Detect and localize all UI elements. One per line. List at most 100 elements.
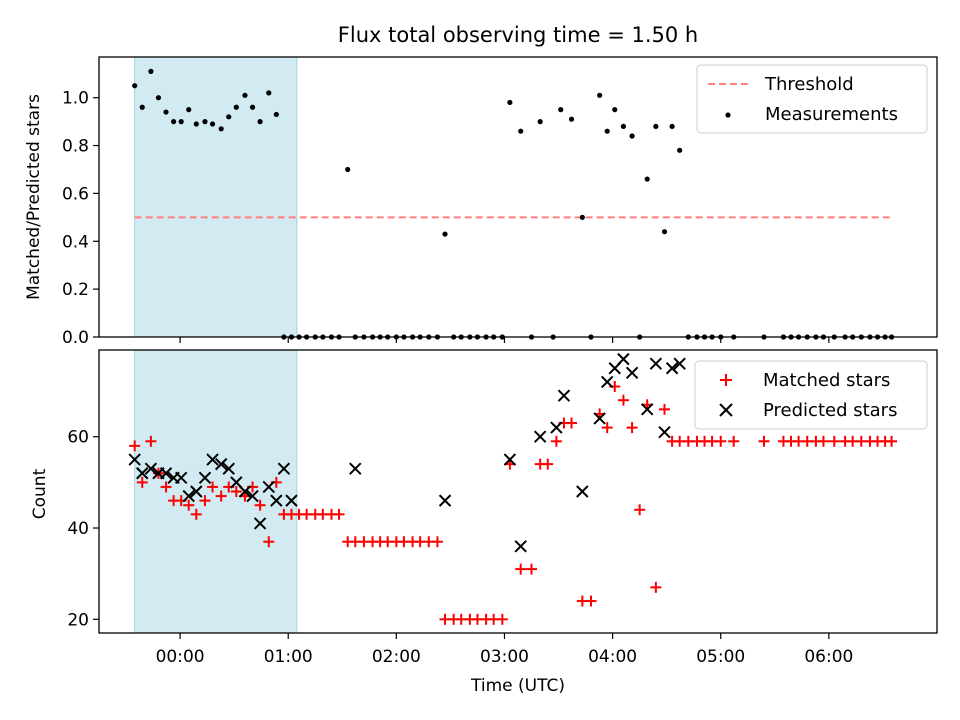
matched-star-marker [129,440,141,452]
measurement-point [209,121,216,127]
top-legend: Threshold Measurements [696,64,928,134]
bottom-legend: Matched stars Predicted stars [694,360,928,430]
matched-star-marker [199,495,211,507]
predicted-star-marker [665,362,679,375]
measurement-point [155,95,162,101]
matched-star-marker [542,458,554,470]
measurement-point [186,107,192,113]
predicted-star-marker [144,462,158,475]
matched-star-marker [758,435,770,447]
measurement-point [644,176,650,182]
measurement-point [139,104,145,110]
matched-star-marker [566,417,578,429]
predicted-star-marker [503,453,517,466]
top-shaded-region [134,56,298,338]
measurement-point [518,128,524,134]
matched-star-marker [145,435,157,447]
chart-title: Flux total observing time = 1.50 h [338,23,698,47]
matched-star-marker [254,499,266,511]
predicted-star-marker [190,485,203,498]
matched-star-marker [515,563,527,575]
measurement-point [612,107,618,113]
measurement-point [537,119,543,125]
predicted-star-marker [557,389,571,402]
y-tick-label: 0.0 [62,328,89,348]
measurement-point [218,126,224,132]
matched-star-marker [659,403,671,415]
predicted-star-marker [349,462,362,475]
matched-star-marker [431,536,443,548]
measurement-point [507,99,513,106]
x-axis-label: Time (UTC) [470,676,565,696]
top-y-ticks: 0.0 0.2 0.4 0.6 0.8 1.0 [62,89,99,348]
matched-star-marker [526,563,538,575]
measurement-point [558,107,564,113]
predicted-star-marker [136,467,149,480]
measurement-point [178,119,184,125]
measurement-point [202,119,208,125]
predicted-star-marker [214,457,228,471]
predicted-star-marker [277,462,291,475]
bottom-y-axis-label: Count [30,468,50,519]
x-tick-label: 02:00 [372,647,421,667]
matched-star-marker [550,435,562,447]
measurement-point [132,83,138,89]
measurement-point [266,90,272,96]
measurement-point [345,166,351,173]
matched-star-marker [634,504,646,516]
measurement-point [568,116,575,122]
shaded-span [134,349,298,634]
legend-predicted-label: Predicted stars [763,400,897,421]
bottom-shaded-region [134,349,298,634]
bottom-axes-frame [98,349,938,634]
shaded-span [134,56,298,338]
measurement-point [442,231,448,237]
matched-star-marker [207,481,219,493]
predicted-star-marker [253,517,267,530]
bottom-legend-box [694,360,928,430]
measurement-point [677,147,683,153]
predicted-star-marker [198,471,212,485]
measurement-point [257,119,263,125]
x-tick-label: 05:00 [696,647,745,667]
predicted-star-marker [438,494,452,507]
measurement-point [629,133,635,139]
predicted-star-marker [222,462,235,475]
predicted-star-marker [600,375,614,389]
legend-measurements-swatch [725,112,731,118]
y-tick-label: 0.2 [62,280,89,300]
top-panel: 0.0 0.2 0.4 0.6 0.8 1.0 Matched/Predicted sta… [24,56,938,348]
matched-star-marker [230,486,242,497]
matched-star-marker [160,481,172,493]
legend-matched-swatch [720,374,732,386]
matched-star-marker [263,536,275,548]
matched-star-marker [617,394,629,406]
measurement-point [669,123,675,130]
predicted-star-marker [159,467,173,480]
y-tick-label: 0.4 [62,232,89,252]
measurement-point [242,92,248,98]
x-tick-label: 01:00 [264,647,313,667]
predicted-star-marker [533,430,547,443]
matched-star-marker [626,422,638,434]
measurement-point [620,123,627,130]
bottom-series [128,352,898,625]
matched-star-marker [817,435,829,447]
predicted-star-marker [625,366,639,380]
matched-star-marker [183,499,195,511]
measurement-point [653,123,659,130]
matched-star-marker [215,490,227,502]
predicted-star-marker [246,489,259,503]
legend-threshold-label: Threshold [764,74,854,95]
predicted-star-marker [550,421,563,434]
y-tick-label: 0.6 [62,184,89,204]
legend-matched-label: Matched stars [763,370,890,391]
predicted-star-marker [238,485,252,498]
predicted-star-marker [649,357,663,370]
legend-measurements-label: Measurements [765,104,898,125]
predicted-star-marker [270,494,283,507]
matched-star-marker [828,435,840,447]
measurement-point [604,128,610,134]
x-tick-label: 04:00 [588,647,637,667]
